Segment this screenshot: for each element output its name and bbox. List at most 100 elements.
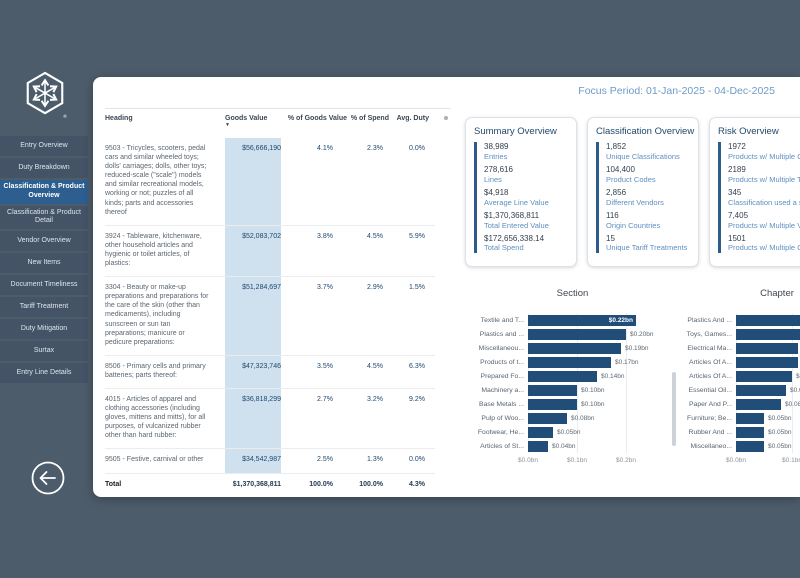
bar-value-label: $0.22bn <box>608 316 633 324</box>
table-row[interactable]: 3304 - Beauty or make-up preparations an… <box>105 277 435 356</box>
bar[interactable] <box>736 398 781 410</box>
bar-area: $0.14bn <box>528 370 677 382</box>
category-label: Machinery a... <box>481 386 524 394</box>
kpi-value: 1,852 <box>606 142 627 151</box>
column-header-label: % of Goods Value <box>287 115 347 122</box>
kpi-label: Origin Countries <box>606 220 661 230</box>
kpi-label: Average Line Value <box>484 197 549 207</box>
table-row[interactable]: 3924 - Tableware, kitchenware, other hou… <box>105 225 435 278</box>
kpi-value: 38,989 <box>484 142 509 151</box>
category-label: Pulp of Woo... <box>481 414 524 422</box>
table-row[interactable]: 4015 - Articles of apparel and clothing … <box>105 388 435 450</box>
card-classification-overview: Classification Overview 1,852 Unique Class… <box>587 117 699 267</box>
bar[interactable] <box>528 412 567 424</box>
column-header-of-spend[interactable]: % of Spend <box>347 115 389 128</box>
chart-row: Textile and T... $0.22bn <box>468 313 677 327</box>
chart-title: Section <box>556 288 589 299</box>
bar[interactable] <box>528 356 611 368</box>
pct-spend-cell: 2.3% <box>367 145 383 152</box>
kpi-value: 2189 <box>728 164 746 174</box>
bar[interactable] <box>736 440 764 452</box>
column-header-avg-duty[interactable]: Avg. Duty <box>389 115 429 128</box>
sidebar-item-entry-line-details[interactable]: Entry Line Details <box>0 363 88 383</box>
bar[interactable] <box>736 370 792 382</box>
bar[interactable] <box>528 328 626 340</box>
card-title: Risk Overview <box>718 126 779 137</box>
chart-rows: Plastics And ... $0.13bn Toys, Games... $0.… <box>686 313 800 453</box>
column-header-label: Heading <box>105 115 133 122</box>
column-header-heading[interactable]: Heading <box>105 115 225 128</box>
bar[interactable] <box>736 328 800 340</box>
bar-value-label: $0.08bn <box>785 400 800 408</box>
category-label: Rubber And ... <box>688 428 732 436</box>
x-axis-tick: $0.1bn <box>567 457 587 464</box>
kpi-label: Product Codes <box>606 174 656 184</box>
bar[interactable] <box>736 342 798 354</box>
chart-scrollbar-thumb[interactable] <box>672 372 676 446</box>
bar[interactable] <box>736 384 786 396</box>
chart-row: Essential Oil... $0.09bn <box>686 383 800 397</box>
gridline <box>577 313 578 453</box>
table-row[interactable]: 9503 - Tricycles, scooters, pedal cars a… <box>105 138 435 226</box>
pct-spend-cell: 2.9% <box>367 284 383 292</box>
sidebar-item-duty-mitigation[interactable]: Duty Mitigation <box>0 319 88 339</box>
chart-row: Articles Of A... $0.11bn <box>686 355 800 369</box>
kpi-item: 278,616 Lines <box>484 165 568 184</box>
chart-row: Pulp of Woo... $0.08bn <box>468 411 677 425</box>
sidebar-item-vendor-overview[interactable]: Vendor Overview <box>0 231 88 251</box>
bar-area: $0.22bn <box>528 314 677 326</box>
category-label: Electrical Ma... <box>687 344 732 352</box>
column-header-of-goods-value[interactable]: % of Goods Value <box>281 115 347 128</box>
bar[interactable] <box>736 426 764 438</box>
heading-cell: 3304 - Beauty or make-up preparations an… <box>105 284 209 346</box>
focus-period-label: Focus Period: 01-Jan-2025 - 04-Dec-2025 <box>578 85 775 97</box>
chart-row: Furniture; Be... $0.05bn <box>686 411 800 425</box>
kpi-value: $1,370,368,811 <box>484 210 540 220</box>
bar[interactable] <box>736 412 764 424</box>
avg-duty-cell: 5.9% <box>409 232 425 240</box>
bar[interactable]: $0.22bn <box>528 314 636 326</box>
sidebar-item-new-items[interactable]: New Items <box>0 253 88 273</box>
avg-duty-cell: 9.2% <box>409 395 425 403</box>
chart-row: Machinery a... $0.10bn <box>468 383 677 397</box>
table-total-row: Total $1,370,368,811 100.0% 100.0% 4.3% <box>105 474 435 497</box>
sidebar-item-duty-breakdown[interactable]: Duty Breakdown <box>0 158 88 178</box>
heading-cell: 9505 - Festive, carnival or other <box>105 456 204 464</box>
sidebar-item-classification-product-overview[interactable]: Classification & Product Overview <box>0 180 88 204</box>
bar[interactable] <box>736 356 798 368</box>
chart-row: Articles Of A... $0.10bn <box>686 369 800 383</box>
bar-area: $0.19bn <box>528 342 677 354</box>
sidebar-item-tariff-treatment[interactable]: Tariff Treatment <box>0 297 88 317</box>
sidebar-item-entry-overview[interactable]: Entry Overview <box>0 136 88 156</box>
total-pct-spend-cell: 100.0% <box>359 480 383 488</box>
kpi-label: Unique Classifications <box>606 151 680 161</box>
bar[interactable] <box>528 342 621 354</box>
column-header-goods-value[interactable]: Goods Value ▼ <box>225 115 281 128</box>
hexagon-arrows-logo-icon: ® <box>26 71 67 120</box>
total-heading-cell: Total <box>105 480 122 488</box>
goods-value-cell: $51,284,697 <box>225 277 281 355</box>
bar[interactable] <box>528 426 553 438</box>
category-label: Products of t... <box>480 358 524 366</box>
table-row[interactable]: 9505 - Festive, carnival or other $34,542… <box>105 449 435 474</box>
bar-value-label: $0.05bn <box>768 428 792 436</box>
avg-duty-cell: 6.3% <box>409 362 425 370</box>
table-row[interactable]: 8506 - Primary cells and primary batteri… <box>105 355 435 389</box>
avg-duty-cell: 0.0% <box>409 145 425 152</box>
heading-cell: 3924 - Tableware, kitchenware, other hou… <box>105 232 202 268</box>
header-divider <box>105 108 451 109</box>
bar[interactable] <box>528 370 597 382</box>
kpi-label: Classification used a single time <box>728 197 800 207</box>
back-button[interactable] <box>29 459 67 497</box>
sidebar-item-document-timeliness[interactable]: Document Timeliness <box>0 275 88 295</box>
bar[interactable] <box>736 314 800 326</box>
bar[interactable] <box>528 398 577 410</box>
card-title: Summary Overview <box>474 126 557 137</box>
bar[interactable] <box>528 440 548 452</box>
table-scrollbar-thumb[interactable] <box>444 116 448 120</box>
sidebar-item-classification-product-detail[interactable]: Classification & Product Detail <box>0 205 88 229</box>
sidebar-item-surtax[interactable]: Surtax <box>0 341 88 361</box>
kpi-value: 7,405 <box>728 210 749 220</box>
bar[interactable] <box>528 384 577 396</box>
